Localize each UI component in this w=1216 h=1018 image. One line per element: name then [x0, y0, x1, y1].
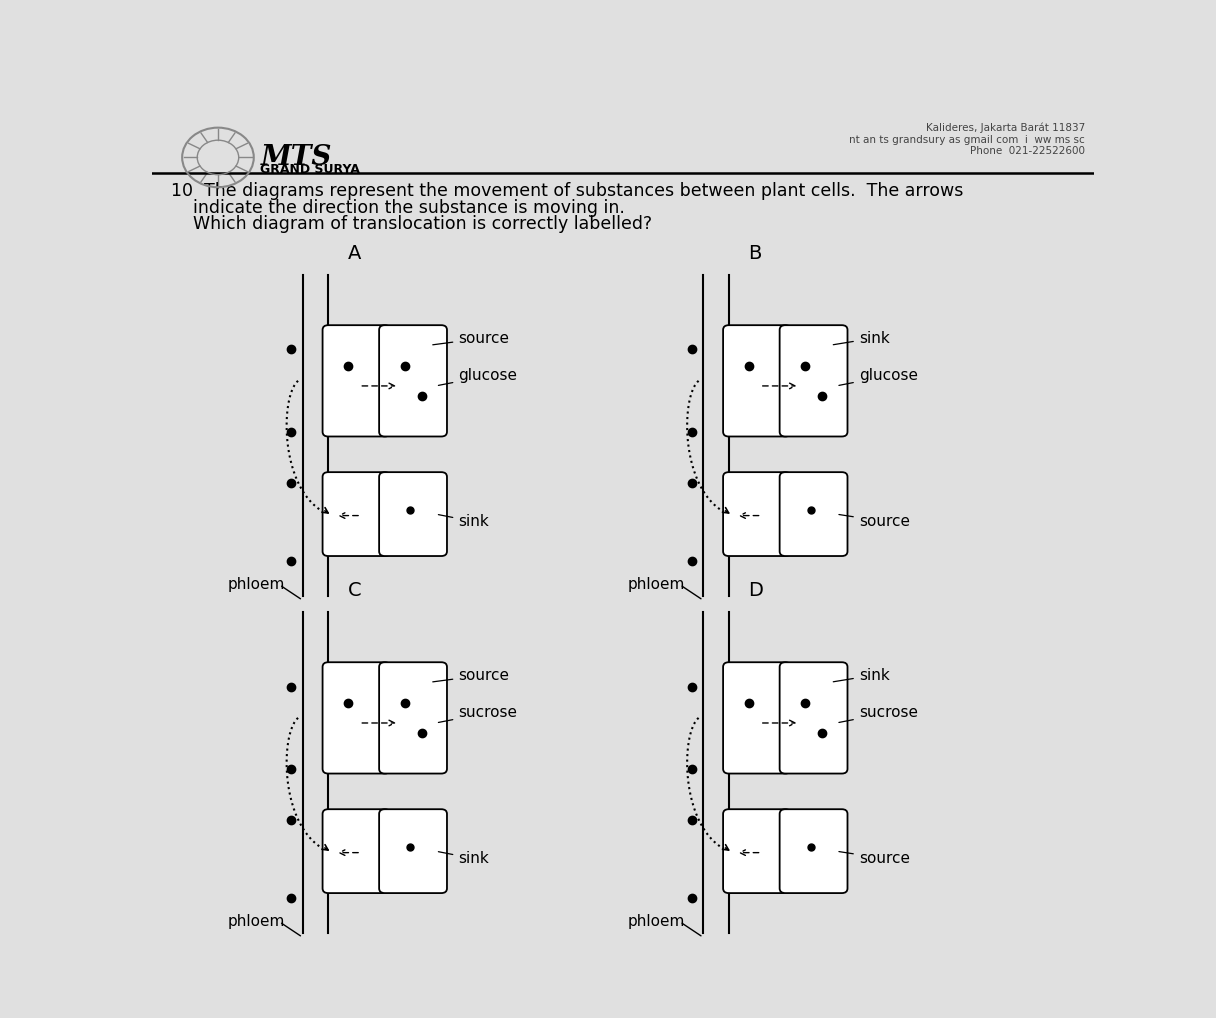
Text: source: source [433, 331, 510, 345]
FancyBboxPatch shape [724, 663, 790, 774]
FancyBboxPatch shape [379, 663, 447, 774]
Text: Phone  021-22522600: Phone 021-22522600 [970, 147, 1085, 157]
FancyBboxPatch shape [379, 325, 447, 437]
Text: D: D [748, 581, 762, 601]
FancyBboxPatch shape [322, 325, 390, 437]
Text: sink: sink [833, 668, 890, 683]
Text: nt an ts grandsury as gmail com  i  ww ms sc: nt an ts grandsury as gmail com i ww ms … [849, 134, 1085, 145]
Text: sink: sink [833, 331, 890, 345]
Text: GRAND SURYA: GRAND SURYA [260, 163, 360, 176]
FancyBboxPatch shape [779, 663, 848, 774]
FancyBboxPatch shape [322, 472, 390, 556]
Text: phloem: phloem [227, 914, 285, 929]
FancyBboxPatch shape [779, 472, 848, 556]
FancyBboxPatch shape [779, 809, 848, 893]
FancyBboxPatch shape [322, 809, 390, 893]
Text: 10  The diagrams represent the movement of substances between plant cells.  The : 10 The diagrams represent the movement o… [170, 182, 963, 200]
FancyBboxPatch shape [379, 809, 447, 893]
Text: source: source [433, 668, 510, 683]
Text: source: source [839, 851, 910, 866]
FancyBboxPatch shape [724, 472, 790, 556]
Text: sink: sink [439, 851, 489, 866]
Text: Which diagram of translocation is correctly labelled?: Which diagram of translocation is correc… [170, 215, 652, 233]
Text: phloem: phloem [627, 577, 686, 592]
FancyBboxPatch shape [379, 472, 447, 556]
Text: glucose: glucose [439, 369, 517, 386]
FancyBboxPatch shape [724, 325, 790, 437]
Text: Kalideres, Jakarta Barát 11837: Kalideres, Jakarta Barát 11837 [925, 123, 1085, 133]
Text: sucrose: sucrose [839, 705, 918, 723]
Text: B: B [749, 244, 761, 264]
Text: phloem: phloem [627, 914, 686, 929]
FancyBboxPatch shape [779, 325, 848, 437]
Text: indicate the direction the substance is moving in.: indicate the direction the substance is … [170, 199, 625, 217]
Text: sink: sink [439, 514, 489, 529]
Text: A: A [348, 244, 361, 264]
Text: sucrose: sucrose [439, 705, 517, 723]
Text: source: source [839, 514, 910, 529]
Text: MTS: MTS [260, 145, 332, 171]
FancyBboxPatch shape [724, 809, 790, 893]
Text: C: C [348, 581, 361, 601]
FancyBboxPatch shape [322, 663, 390, 774]
Text: glucose: glucose [839, 369, 918, 386]
Text: phloem: phloem [227, 577, 285, 592]
